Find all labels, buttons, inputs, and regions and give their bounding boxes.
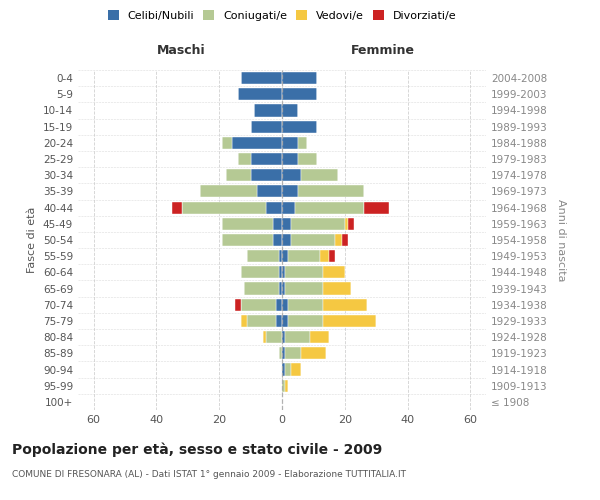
Bar (282, 153, 298, 165)
Bar (272, 218, 282, 230)
Bar (292, 364, 301, 376)
Bar (282, 250, 288, 262)
Bar (285, 364, 292, 376)
Bar (272, 234, 282, 246)
Legend: Celibi/Nubili, Coniugati/e, Vedovi/e, Divorziati/e: Celibi/Nubili, Coniugati/e, Vedovi/e, Di… (106, 8, 458, 24)
Bar (282, 282, 285, 294)
Bar (288, 315, 323, 327)
Bar (254, 104, 282, 117)
Bar (238, 153, 251, 165)
Bar (276, 298, 282, 311)
Bar (282, 202, 295, 213)
Bar (348, 218, 354, 230)
Bar (364, 202, 389, 213)
Bar (323, 266, 345, 278)
Y-axis label: Anni di nascita: Anni di nascita (556, 198, 566, 281)
Bar (285, 266, 323, 278)
Bar (241, 266, 279, 278)
Bar (282, 315, 288, 327)
Bar (282, 234, 292, 246)
Bar (257, 186, 282, 198)
Bar (282, 104, 298, 117)
Bar (345, 218, 348, 230)
Bar (241, 315, 247, 327)
Bar (282, 186, 298, 198)
Bar (282, 137, 298, 149)
Bar (341, 234, 348, 246)
Bar (292, 218, 345, 230)
Bar (288, 298, 323, 311)
Bar (282, 169, 301, 181)
Bar (301, 348, 326, 360)
Bar (329, 250, 335, 262)
Bar (200, 186, 257, 198)
Bar (226, 169, 251, 181)
Text: COMUNE DI FRESONARA (AL) - Dati ISTAT 1° gennaio 2009 - Elaborazione TUTTITALIA.: COMUNE DI FRESONARA (AL) - Dati ISTAT 1°… (12, 470, 406, 479)
Bar (266, 202, 282, 213)
Bar (247, 250, 279, 262)
Bar (241, 72, 282, 84)
Text: Popolazione per età, sesso e stato civile - 2009: Popolazione per età, sesso e stato civil… (12, 442, 382, 457)
Bar (244, 282, 279, 294)
Bar (238, 88, 282, 101)
Bar (282, 88, 317, 101)
Text: Femmine: Femmine (350, 44, 415, 57)
Bar (310, 331, 329, 343)
Y-axis label: Fasce di età: Fasce di età (28, 207, 37, 273)
Bar (301, 169, 338, 181)
Bar (223, 218, 272, 230)
Bar (323, 298, 367, 311)
Bar (282, 266, 285, 278)
Bar (335, 234, 341, 246)
Bar (247, 315, 276, 327)
Bar (263, 331, 266, 343)
Bar (298, 153, 317, 165)
Bar (172, 202, 182, 213)
Bar (282, 331, 285, 343)
Bar (279, 348, 282, 360)
Bar (320, 250, 329, 262)
Bar (276, 315, 282, 327)
Bar (266, 331, 282, 343)
Bar (285, 282, 323, 294)
Bar (251, 120, 282, 132)
Bar (223, 137, 232, 149)
Bar (282, 380, 285, 392)
Bar (285, 380, 288, 392)
Bar (323, 315, 376, 327)
Bar (282, 348, 285, 360)
Bar (323, 282, 351, 294)
Bar (282, 364, 285, 376)
Bar (298, 137, 307, 149)
Bar (251, 153, 282, 165)
Bar (295, 202, 364, 213)
Bar (279, 282, 282, 294)
Bar (182, 202, 266, 213)
Bar (292, 234, 335, 246)
Bar (241, 298, 276, 311)
Bar (232, 137, 282, 149)
Bar (279, 266, 282, 278)
Bar (282, 120, 317, 132)
Bar (285, 348, 301, 360)
Bar (251, 169, 282, 181)
Bar (235, 298, 241, 311)
Bar (223, 234, 272, 246)
Text: Maschi: Maschi (157, 44, 206, 57)
Bar (282, 298, 288, 311)
Bar (285, 331, 310, 343)
Bar (298, 186, 364, 198)
Bar (288, 250, 320, 262)
Bar (282, 72, 317, 84)
Bar (282, 218, 292, 230)
Bar (279, 250, 282, 262)
